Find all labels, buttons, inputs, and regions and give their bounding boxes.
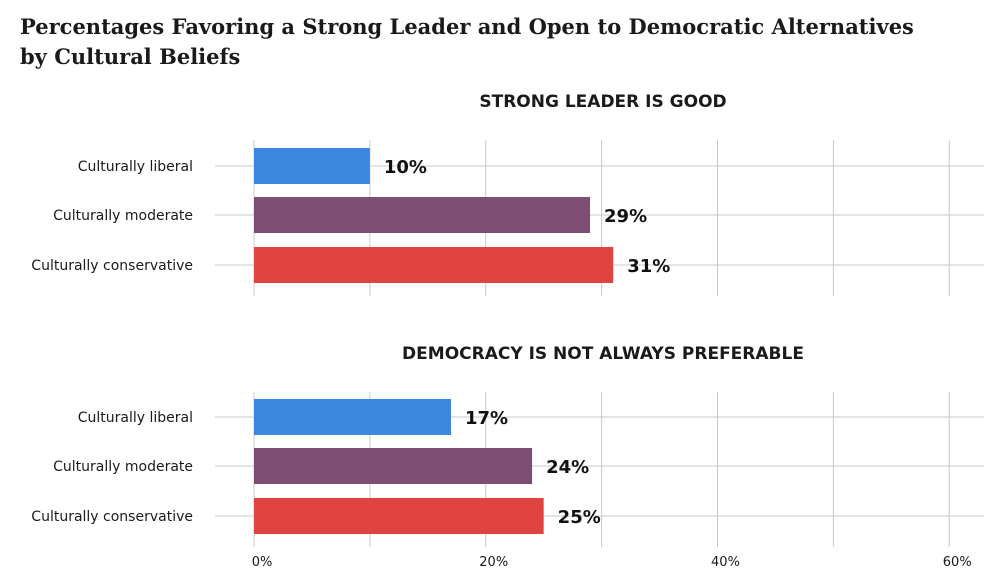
bar-culturally-liberal [254, 399, 451, 435]
chart-title-line-2: by Cultural Beliefs [20, 44, 241, 69]
data-label: 29% [604, 206, 647, 227]
category-label: Culturally conservative [31, 258, 193, 274]
bar-culturally-conservative [254, 498, 544, 534]
bar-culturally-liberal [254, 148, 370, 184]
chart-title: Percentages Favoring a Strong Leader and… [20, 12, 980, 72]
x-tick-label: 60% [943, 555, 972, 570]
bar-culturally-conservative [254, 247, 614, 283]
data-label: 31% [627, 256, 670, 277]
data-label: 17% [465, 408, 508, 429]
data-label: 10% [384, 157, 427, 178]
panel-title: STRONG LEADER IS GOOD [479, 92, 726, 112]
category-label: Culturally conservative [31, 509, 193, 525]
category-label: Culturally liberal [78, 159, 193, 175]
x-tick-label: 20% [479, 555, 508, 570]
category-label: Culturally moderate [53, 459, 193, 475]
category-label: Culturally liberal [78, 410, 193, 426]
bar-culturally-moderate [254, 448, 533, 484]
data-label: 24% [546, 457, 589, 478]
bar-culturally-moderate [254, 197, 591, 233]
x-tick-label: 40% [711, 555, 740, 570]
category-label: Culturally moderate [53, 208, 193, 224]
chart-title-line-1: Percentages Favoring a Strong Leader and… [20, 14, 914, 39]
x-tick-label: 0% [252, 555, 273, 570]
data-label: 25% [558, 507, 601, 528]
panel-title: DEMOCRACY IS NOT ALWAYS PREFERABLE [402, 344, 804, 364]
